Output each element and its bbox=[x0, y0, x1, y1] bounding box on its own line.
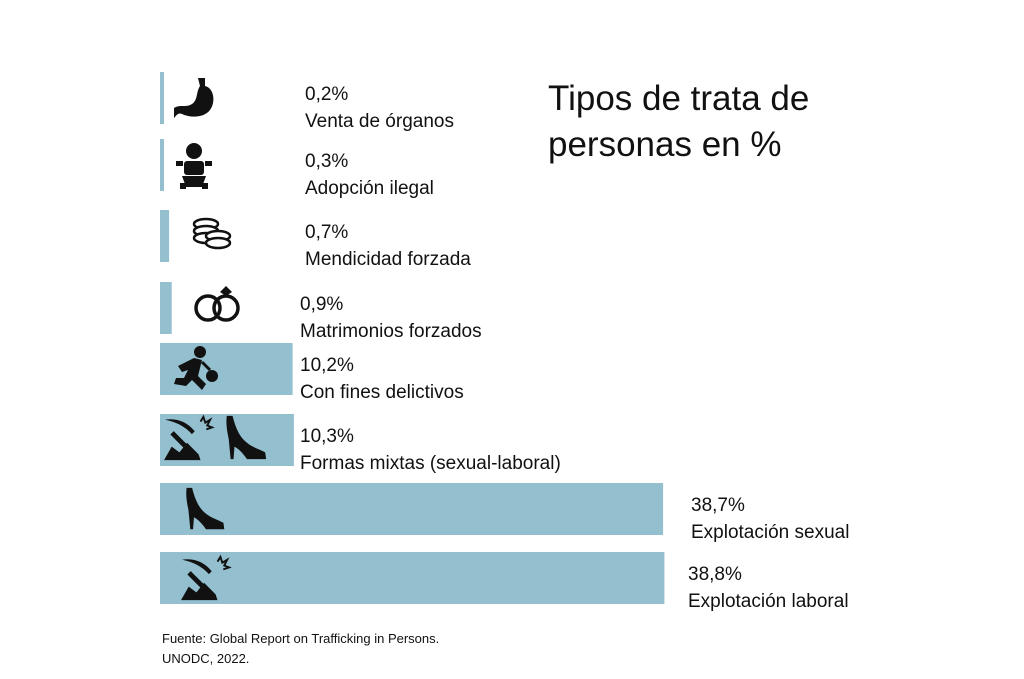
value-label: 0,9% bbox=[300, 294, 344, 315]
bar-2 bbox=[160, 139, 164, 191]
source-line-2: UNODC, 2022. bbox=[162, 651, 250, 666]
value-label: 0,7% bbox=[305, 222, 349, 243]
bar-4 bbox=[160, 282, 172, 334]
category-label: Adopción ilegal bbox=[305, 178, 434, 199]
category-label: Explotación sexual bbox=[691, 522, 850, 543]
bar-label-1: 0,2% Venta de órganos bbox=[305, 81, 454, 135]
bar-3 bbox=[160, 210, 170, 262]
category-label: Explotación laboral bbox=[688, 591, 849, 612]
baby-icon bbox=[176, 143, 212, 189]
thief-icon bbox=[174, 346, 218, 390]
category-label: Mendicidad forzada bbox=[305, 249, 471, 270]
value-label: 10,3% bbox=[300, 426, 354, 447]
value-label: 10,2% bbox=[300, 355, 354, 376]
value-label: 0,3% bbox=[305, 151, 349, 172]
chart-title: Tipos de trata de personas en % bbox=[548, 79, 810, 164]
category-label: Con fines delictivos bbox=[300, 382, 464, 403]
bar-label-5: 10,2% Con fines delictivos bbox=[300, 352, 464, 406]
bar-label-3: 0,7% Mendicidad forzada bbox=[305, 219, 471, 273]
value-label: 38,7% bbox=[691, 495, 745, 516]
rings-icon bbox=[194, 286, 240, 322]
value-label: 0,2% bbox=[305, 84, 349, 105]
source-line-1: Fuente: Global Report on Trafficking in … bbox=[162, 631, 440, 646]
stomach-icon bbox=[174, 78, 214, 118]
category-label: Matrimonios forzados bbox=[300, 321, 482, 342]
value-label: 38,8% bbox=[688, 564, 742, 585]
bar-label-4: 0,9% Matrimonios forzados bbox=[300, 291, 482, 345]
bar-8 bbox=[160, 552, 665, 604]
bar-label-7: 38,7% Explotación sexual bbox=[691, 492, 849, 546]
bar-7 bbox=[160, 483, 664, 535]
bar-5 bbox=[160, 343, 293, 395]
coins-icon bbox=[192, 217, 232, 250]
bar-1 bbox=[160, 72, 164, 124]
bar-label-2: 0,3% Adopción ilegal bbox=[305, 148, 434, 202]
bar-label-6: 10,3% Formas mixtas (sexual-laboral) bbox=[300, 423, 561, 477]
source-note: Fuente: Global Report on Trafficking in … bbox=[162, 629, 439, 669]
category-label: Formas mixtas (sexual-laboral) bbox=[300, 453, 561, 474]
category-label: Venta de órganos bbox=[305, 111, 454, 132]
bar-label-8: 38,8% Explotación laboral bbox=[688, 561, 849, 615]
